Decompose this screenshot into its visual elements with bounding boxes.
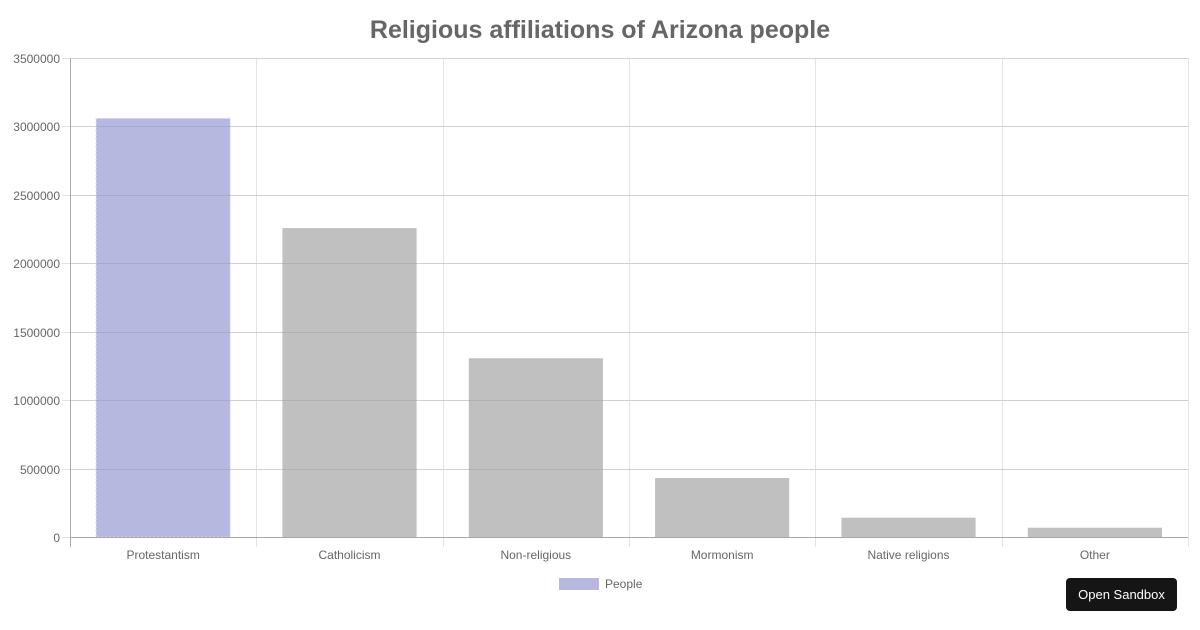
bar-other[interactable] <box>1027 527 1162 537</box>
grid-lines <box>62 58 1189 547</box>
legend-label: People <box>605 577 643 591</box>
bar-catholicism[interactable] <box>282 228 417 537</box>
x-tick-label: Mormonism <box>690 548 754 562</box>
bar-protestantism[interactable] <box>96 118 231 537</box>
x-tick-label: Protestantism <box>126 548 200 562</box>
y-tick-label: 1000000 <box>13 393 60 408</box>
bar-non-religious[interactable] <box>468 358 603 537</box>
bar-native-religions[interactable] <box>841 517 976 537</box>
x-tick-label: Other <box>1079 548 1110 562</box>
axes <box>70 58 1188 547</box>
legend[interactable]: People <box>559 577 642 591</box>
chart-title: Religious affiliations of Arizona people <box>369 16 831 44</box>
y-tick-label: 0 <box>53 530 60 545</box>
y-tick-label: 1500000 <box>13 325 60 340</box>
x-tick-label: Catholicism <box>318 548 381 562</box>
bar-mormonism[interactable] <box>655 478 790 537</box>
legend-swatch <box>559 578 599 590</box>
y-tick-label: 3000000 <box>13 119 60 134</box>
y-tick-label: 2500000 <box>13 188 60 203</box>
y-tick-label: 3500000 <box>13 51 60 66</box>
open-sandbox-button[interactable]: Open Sandbox <box>1066 578 1177 611</box>
y-tick-label: 500000 <box>19 462 60 477</box>
x-tick-label: Non-religious <box>500 548 572 562</box>
x-tick-label: Native religions <box>867 548 950 562</box>
bars <box>95 117 1162 538</box>
y-tick-label: 2000000 <box>13 256 60 271</box>
